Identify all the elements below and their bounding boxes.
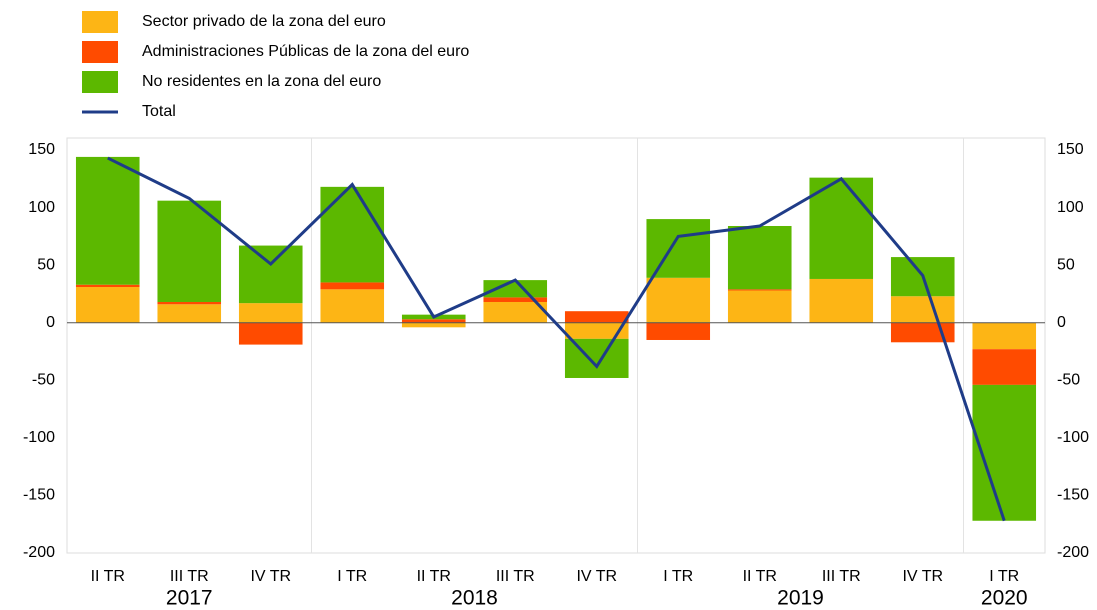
bar-segment bbox=[890, 296, 955, 323]
x-tick-label: I TR bbox=[337, 568, 367, 585]
bar-segment bbox=[483, 280, 548, 298]
bar-segment bbox=[157, 304, 222, 323]
bar-segment bbox=[809, 177, 874, 279]
x-tick-label: I TR bbox=[663, 568, 693, 585]
bar-segment bbox=[75, 287, 140, 323]
bar-segment bbox=[401, 319, 466, 323]
year-label: 2017 bbox=[166, 587, 213, 610]
x-tick-label: I TR bbox=[989, 568, 1019, 585]
bar-segment bbox=[320, 186, 385, 283]
y2-tick-label: 100 bbox=[1057, 199, 1084, 216]
bar-segment bbox=[646, 322, 711, 340]
x-tick-label: II TR bbox=[91, 568, 125, 585]
bar-segment bbox=[646, 219, 711, 278]
legend-label: Total bbox=[142, 103, 176, 120]
bar-segment bbox=[157, 301, 222, 305]
y-tick-label: -200 bbox=[23, 544, 55, 561]
legend-label: No residentes en la zona del euro bbox=[142, 73, 381, 90]
plot-frame bbox=[66, 137, 1046, 554]
y2-tick-label: -150 bbox=[1057, 487, 1089, 504]
y2-tick-label: -50 bbox=[1057, 372, 1080, 389]
total-line bbox=[107, 156, 1006, 522]
y2-tick-label: -100 bbox=[1057, 429, 1089, 446]
y2-tick-label: 50 bbox=[1057, 256, 1075, 273]
bar-segment bbox=[238, 245, 303, 304]
y-tick-label: -100 bbox=[23, 429, 55, 446]
legend-swatch bbox=[82, 41, 118, 63]
y-tick-label: 100 bbox=[28, 199, 55, 216]
legend-label: Administraciones Públicas de la zona del… bbox=[142, 43, 469, 60]
y2-tick-label: 0 bbox=[1057, 314, 1066, 331]
bar-segment bbox=[157, 200, 222, 302]
y-tick-label: -150 bbox=[23, 487, 55, 504]
x-tick-label: IV TR bbox=[902, 568, 943, 585]
y-tick-label: 0 bbox=[46, 314, 55, 331]
year-label: 2018 bbox=[451, 587, 498, 610]
bar-segment bbox=[809, 278, 874, 323]
bar-segment bbox=[727, 290, 792, 323]
x-tick-label: III TR bbox=[170, 568, 209, 585]
bar-segment bbox=[646, 277, 711, 323]
x-tick-label: IV TR bbox=[250, 568, 291, 585]
y-tick-label: 150 bbox=[28, 141, 55, 158]
bar-segment bbox=[483, 301, 548, 323]
bar-segment bbox=[75, 284, 140, 288]
x-tick-label: II TR bbox=[417, 568, 451, 585]
year-label: 2019 bbox=[777, 587, 824, 610]
bar-segment bbox=[483, 297, 548, 302]
legend-label: Sector privado de la zona del euro bbox=[142, 13, 386, 30]
x-tick-label: II TR bbox=[743, 568, 777, 585]
bar-segment bbox=[972, 349, 1037, 385]
bar-segment bbox=[320, 289, 385, 323]
bar-segment bbox=[972, 322, 1037, 350]
y-tick-label: 50 bbox=[37, 256, 55, 273]
bar-segment bbox=[564, 311, 629, 323]
year-label: 2020 bbox=[981, 587, 1028, 610]
x-tick-label: IV TR bbox=[576, 568, 617, 585]
bar-segment bbox=[238, 303, 303, 323]
bar-segment bbox=[564, 322, 629, 339]
legend-swatch bbox=[82, 71, 118, 93]
bar-segment bbox=[727, 289, 792, 291]
x-tick-label: III TR bbox=[496, 568, 535, 585]
bar-segment bbox=[401, 322, 466, 328]
y-tick-label: -50 bbox=[32, 372, 55, 389]
bar-segment bbox=[75, 156, 140, 285]
y2-tick-label: 150 bbox=[1057, 141, 1084, 158]
bar-segment bbox=[320, 282, 385, 290]
legend-swatch bbox=[82, 11, 118, 33]
x-tick-label: III TR bbox=[822, 568, 861, 585]
bar-segment bbox=[238, 322, 303, 345]
bar-segment bbox=[727, 225, 792, 290]
y2-tick-label: -200 bbox=[1057, 544, 1089, 561]
